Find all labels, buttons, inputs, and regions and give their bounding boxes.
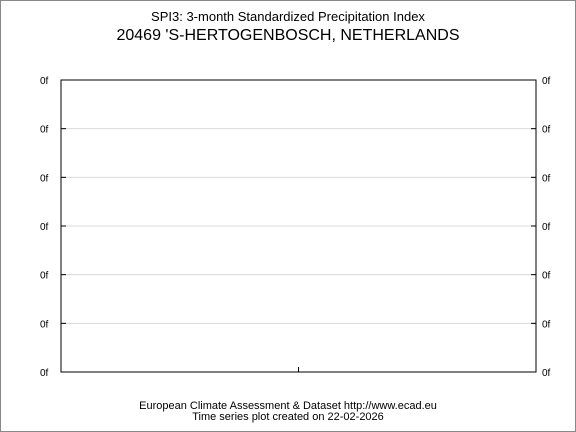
y-tick-label-right: 0f xyxy=(542,125,551,136)
y-tick-label-right: 0f xyxy=(542,368,551,379)
y-tick-label-left: 0f xyxy=(40,125,49,136)
y-tick-label-left: 0f xyxy=(40,319,49,330)
y-tick-label-left: 0f xyxy=(40,271,49,282)
y-tick-label-left: 0f xyxy=(40,173,49,184)
footer-credit: European Climate Assessment & Dataset ht… xyxy=(139,400,437,412)
footer-created: Time series plot created on 22-02-2026 xyxy=(192,411,384,423)
y-tick-label-left: 0f xyxy=(40,222,49,233)
chart-subtitle: 20469 'S-HERTOGENBOSCH, NETHERLANDS xyxy=(116,27,460,44)
y-tick-label-right: 0f xyxy=(542,222,551,233)
y-tick-label-right: 0f xyxy=(542,76,551,87)
chart-title: SPI3: 3-month Standardized Precipitation… xyxy=(151,9,425,24)
y-tick-label-right: 0f xyxy=(542,319,551,330)
y-tick-label-right: 0f xyxy=(542,173,551,184)
y-tick-label-left: 0f xyxy=(40,368,49,379)
y-tick-label-left: 0f xyxy=(40,76,49,87)
plot-area xyxy=(60,79,537,373)
y-tick-label-right: 0f xyxy=(542,271,551,282)
